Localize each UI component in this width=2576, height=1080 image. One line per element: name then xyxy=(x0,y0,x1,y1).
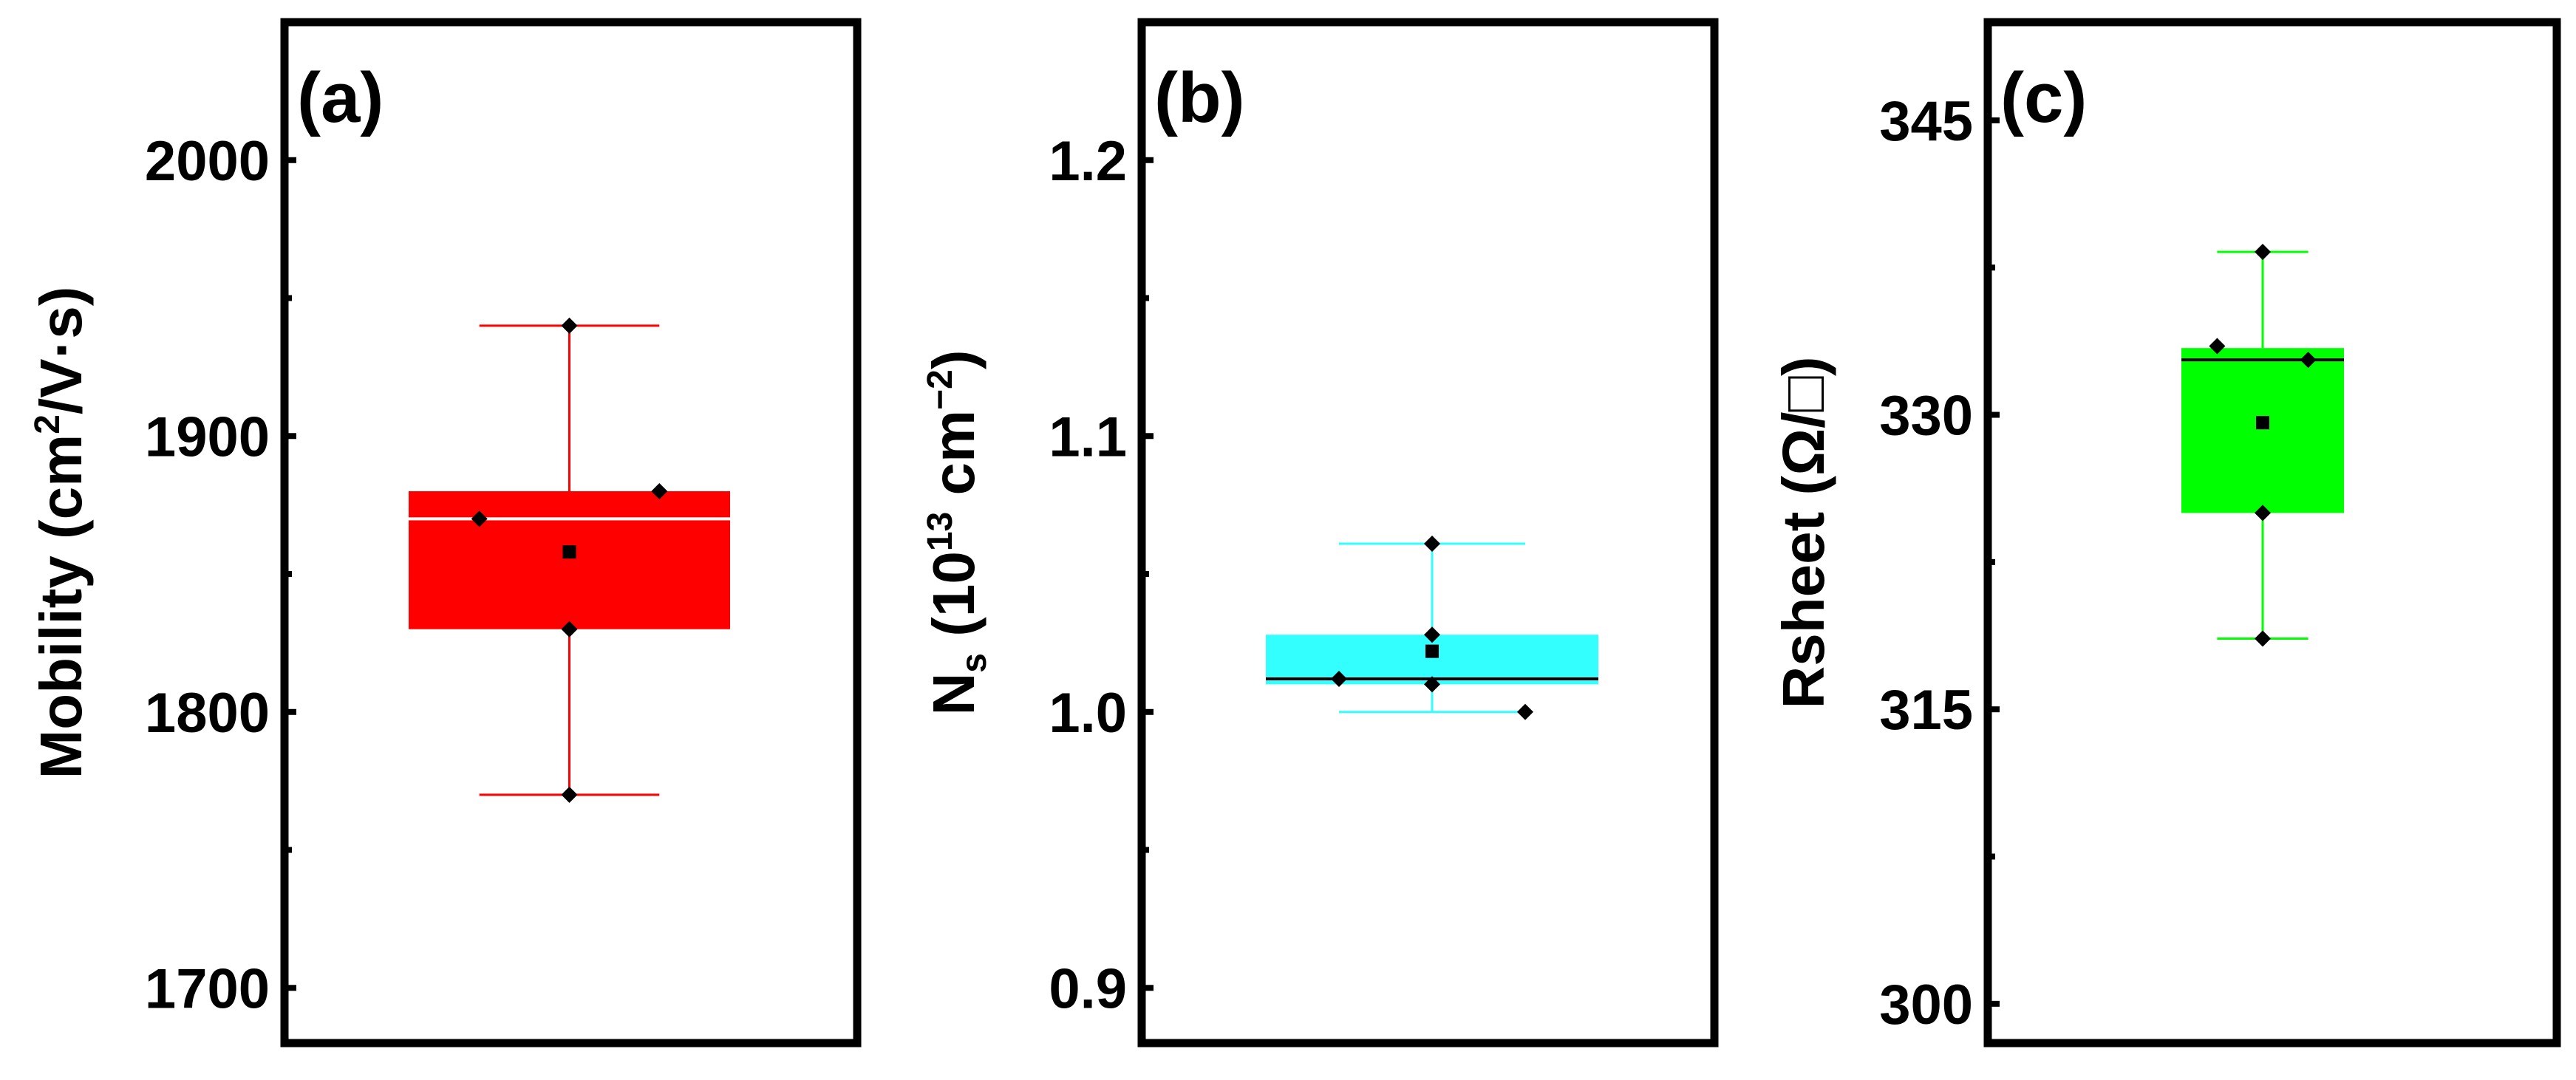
panel-b-data-point xyxy=(1424,676,1440,693)
panel-b-mean-marker xyxy=(1425,644,1439,658)
panel-b-data-point xyxy=(1331,670,1347,687)
panel-b-axis-title-part: ) xyxy=(921,350,987,370)
panel-b-axis-title-part: (10 xyxy=(921,551,987,653)
panel-a-mean-marker xyxy=(562,545,576,559)
panel-a-axis-title-part: 2 xyxy=(28,414,67,434)
panel-a-axis-title: Mobility (cm2/V·s) xyxy=(28,287,94,779)
panel-c-label: (c) xyxy=(2000,58,2087,137)
panel-c-frame xyxy=(1983,18,2561,1047)
panel-b-tick-label: 0.9 xyxy=(1049,957,1127,1020)
panel-b-data-point xyxy=(1424,626,1440,643)
panel-a-frame xyxy=(280,18,862,1047)
panel-c-mean-marker xyxy=(2256,416,2269,430)
panel-b-tick-label: 1.0 xyxy=(1049,682,1127,745)
panel-b-tick-label: 1.1 xyxy=(1049,406,1127,468)
panel-c-tick-label: 345 xyxy=(1879,90,1973,153)
panel-b: 0.9 1.0 1.1 1.2 (b) Ns (1013 cm−2) xyxy=(921,18,1719,1047)
panel-c-tick-label: 315 xyxy=(1879,679,1973,742)
panel-a: 1700 1800 1900 2000 (a) Mobility (cm2/V·s) xyxy=(28,18,862,1047)
panel-a-axis-title-part: /V·s) xyxy=(28,287,94,414)
panel-a-tick-label: 1800 xyxy=(145,682,270,745)
panel-b-axis-title-part: 13 xyxy=(921,512,960,551)
panel-b-axis-title-part: s xyxy=(955,653,994,673)
panel-b-data-point xyxy=(1517,703,1533,720)
panel-c-data-point xyxy=(2255,505,2271,522)
panel-a-data-point xyxy=(561,786,578,803)
panel-b-axis-title-part: N xyxy=(921,673,987,716)
panel-a-box xyxy=(409,491,730,629)
panel-b-axis-title-part: cm xyxy=(921,410,987,512)
panel-b-label: (b) xyxy=(1154,58,1245,137)
panel-c: 300 315 330 345 (c) Rsheet (Ω/□) xyxy=(1771,18,2561,1047)
panel-a-axis-title-part: Mobility (cm xyxy=(28,434,94,779)
panel-c-data-point xyxy=(2209,338,2226,355)
panel-b-tick-label: 1.2 xyxy=(1049,130,1127,193)
panel-a-data-point xyxy=(561,317,578,334)
panel-c-tick-label: 300 xyxy=(1879,974,1973,1036)
panel-b-box xyxy=(1266,635,1598,685)
panel-a-tick-label: 2000 xyxy=(145,130,270,193)
panel-b-frame xyxy=(1137,18,1719,1047)
panel-c-box xyxy=(2181,348,2344,513)
panel-c-tick-label: 330 xyxy=(1879,385,1973,448)
panel-a-data-point xyxy=(561,621,578,638)
panel-c-axis-title: Rsheet (Ω/□) xyxy=(1771,357,1836,709)
panel-c-axis-title-part: Rsheet (Ω/□) xyxy=(1771,357,1836,709)
panel-c-data-point xyxy=(2255,630,2271,647)
panel-b-axis-title: Ns (1013 cm−2) xyxy=(921,350,994,716)
panel-c-data-point xyxy=(2255,243,2271,260)
panel-a-tick-label: 1900 xyxy=(145,406,270,468)
panel-a-data-point xyxy=(471,510,488,527)
panel-c-data-point xyxy=(2300,352,2317,369)
panel-a-data-point xyxy=(651,482,668,499)
panel-a-label: (a) xyxy=(297,58,384,137)
panel-a-tick-label: 1700 xyxy=(145,957,270,1020)
panel-b-axis-title-part: −2 xyxy=(921,369,960,410)
panel-b-data-point xyxy=(1424,535,1440,552)
